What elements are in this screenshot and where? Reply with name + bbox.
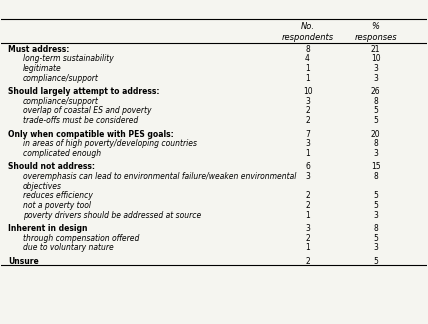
Text: 10: 10 <box>371 54 380 64</box>
Text: 2: 2 <box>305 234 310 243</box>
Text: 5: 5 <box>373 106 378 115</box>
Text: due to voluntary nature: due to voluntary nature <box>23 243 113 252</box>
Text: 2: 2 <box>305 116 310 125</box>
Text: 8: 8 <box>305 45 310 54</box>
Text: 5: 5 <box>373 191 378 200</box>
Text: trade-offs must be considered: trade-offs must be considered <box>23 116 138 125</box>
Text: 5: 5 <box>373 116 378 125</box>
Text: 1: 1 <box>305 243 310 252</box>
Text: 21: 21 <box>371 45 380 54</box>
Text: 10: 10 <box>303 87 312 96</box>
Text: 3: 3 <box>373 74 378 83</box>
Text: compliance/support: compliance/support <box>23 74 98 83</box>
Text: 1: 1 <box>305 64 310 73</box>
Text: legitimate: legitimate <box>23 64 61 73</box>
Text: 8: 8 <box>373 139 378 148</box>
Text: Only when compatible with PES goals:: Only when compatible with PES goals: <box>8 130 173 139</box>
Text: Inherent in design: Inherent in design <box>8 224 87 233</box>
Text: complicated enough: complicated enough <box>23 149 101 158</box>
Text: 5: 5 <box>373 234 378 243</box>
Text: 2: 2 <box>305 257 310 266</box>
Text: overemphasis can lead to environmental failure/weaken environmental
objectives: overemphasis can lead to environmental f… <box>23 172 296 191</box>
Text: through compensation offered: through compensation offered <box>23 234 139 243</box>
Text: 3: 3 <box>373 149 378 158</box>
Text: 5: 5 <box>373 257 378 266</box>
Text: compliance/support: compliance/support <box>23 97 98 106</box>
Text: 8: 8 <box>373 172 378 181</box>
Text: poverty drivers should be addressed at source: poverty drivers should be addressed at s… <box>23 211 201 219</box>
Text: 26: 26 <box>371 87 380 96</box>
Text: 3: 3 <box>373 243 378 252</box>
Text: 3: 3 <box>373 64 378 73</box>
Text: not a poverty tool: not a poverty tool <box>23 201 91 210</box>
Text: Should not address:: Should not address: <box>8 162 95 171</box>
Text: 1: 1 <box>305 74 310 83</box>
Text: overlap of coastal ES and poverty: overlap of coastal ES and poverty <box>23 106 151 115</box>
Text: 8: 8 <box>373 97 378 106</box>
Text: 1: 1 <box>305 211 310 219</box>
Text: 20: 20 <box>371 130 380 139</box>
Text: 7: 7 <box>305 130 310 139</box>
Text: 15: 15 <box>371 162 380 171</box>
Text: reduces efficiency: reduces efficiency <box>23 191 92 200</box>
Text: in areas of high poverty/developing countries: in areas of high poverty/developing coun… <box>23 139 196 148</box>
Text: 4: 4 <box>305 54 310 64</box>
Text: 2: 2 <box>305 191 310 200</box>
Text: 6: 6 <box>305 162 310 171</box>
Text: 3: 3 <box>305 139 310 148</box>
Text: 3: 3 <box>305 224 310 233</box>
Text: No.
respondents: No. respondents <box>282 22 333 42</box>
Text: 2: 2 <box>305 106 310 115</box>
Text: 8: 8 <box>373 224 378 233</box>
Text: 2: 2 <box>305 201 310 210</box>
Text: Unsure: Unsure <box>8 257 39 266</box>
Text: long-term sustainability: long-term sustainability <box>23 54 113 64</box>
Text: 3: 3 <box>305 172 310 181</box>
Text: 3: 3 <box>305 97 310 106</box>
Text: 3: 3 <box>373 211 378 219</box>
Text: 5: 5 <box>373 201 378 210</box>
Text: %
responses: % responses <box>354 22 397 42</box>
Text: Should largely attempt to address:: Should largely attempt to address: <box>8 87 159 96</box>
Text: Must address:: Must address: <box>8 45 69 54</box>
Text: 1: 1 <box>305 149 310 158</box>
